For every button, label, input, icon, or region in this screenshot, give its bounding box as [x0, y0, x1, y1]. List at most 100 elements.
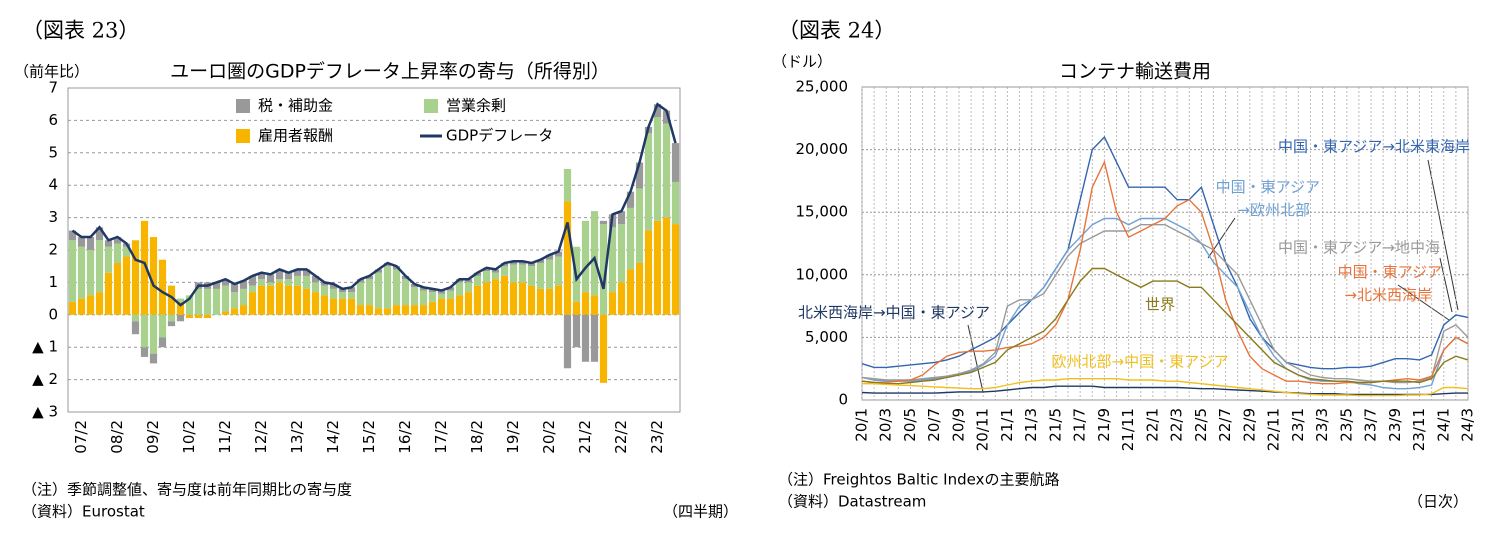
- x-tick-label: 20/3: [877, 408, 895, 442]
- series-line: [861, 135, 1469, 370]
- bar-segment: [311, 292, 320, 315]
- bar-segment: [491, 279, 500, 315]
- bar-segment: [536, 288, 545, 315]
- bar-segment: [302, 275, 311, 289]
- bar-segment: [653, 117, 662, 221]
- bar-segment: [68, 240, 77, 302]
- bar-segment: [284, 272, 293, 280]
- legend-label: 税・補助金: [258, 97, 333, 115]
- bar-segment: [284, 285, 293, 315]
- bar-segment: [365, 275, 374, 280]
- bar-segment: [158, 314, 167, 338]
- bar-segment: [176, 298, 185, 302]
- bar-segment: [113, 237, 122, 244]
- bar-segment: [104, 272, 113, 315]
- series-line: [71, 102, 677, 307]
- figure-label: （図表 23）: [22, 19, 139, 43]
- bar-segment: [554, 251, 563, 257]
- x-tick-label: 23/11: [1410, 408, 1428, 451]
- annotation-arrows: [967, 159, 1459, 393]
- x-tick-label: 22/9: [1240, 408, 1258, 442]
- bar-segment: [527, 285, 536, 315]
- bar-segment: [374, 308, 383, 315]
- figure-label: （図表 24）: [778, 19, 895, 43]
- bar-segment: [527, 262, 536, 267]
- bar-segment: [410, 287, 419, 306]
- bar-segment: [446, 290, 455, 299]
- bar-segment: [122, 246, 131, 257]
- legend-label: 雇用者報酬: [258, 127, 333, 145]
- bar-segment: [482, 271, 491, 283]
- bar-segment: [86, 250, 95, 296]
- chart-title: ユーロ圏のGDPデフレータ上昇率の寄与（所得別）: [170, 61, 610, 83]
- bar-segment: [626, 207, 635, 270]
- bar-segment: [320, 282, 329, 286]
- y-tick-label: ▲ 1: [32, 338, 58, 356]
- bar-segment: [491, 272, 500, 280]
- bar-segment: [374, 272, 383, 309]
- y-tick-label: 0: [48, 305, 58, 323]
- x-tick-label: 23/1: [1289, 408, 1307, 442]
- bar-segment: [113, 243, 122, 263]
- bar-segment: [338, 292, 347, 299]
- bar-segment: [167, 321, 176, 327]
- bar-segment: [599, 314, 608, 383]
- bar-segment: [68, 230, 77, 241]
- bar-segment: [104, 246, 113, 273]
- bar-segment: [608, 292, 617, 315]
- bar-segment: [482, 267, 491, 272]
- bar-segment: [599, 224, 608, 315]
- x-tick-label: 23/2: [648, 420, 666, 454]
- bar-segment: [446, 298, 455, 315]
- bar-segment: [401, 305, 410, 315]
- x-tick-label: 20/1: [853, 408, 871, 442]
- bar-segment: [365, 305, 374, 315]
- bar-segment: [563, 314, 572, 369]
- x-tick-label: 22/1: [1143, 408, 1161, 442]
- bar-segment: [239, 305, 248, 315]
- bar-segment: [347, 287, 356, 293]
- bar-segment: [509, 264, 518, 283]
- bar-segment: [383, 308, 392, 315]
- bar-segment: [68, 301, 77, 315]
- bar-segment: [365, 279, 374, 306]
- x-tick-label: 20/9: [949, 408, 967, 442]
- bar-segment: [527, 266, 536, 286]
- bar-segment: [635, 162, 644, 189]
- bar-segment: [266, 274, 275, 283]
- bar-segment: [158, 259, 167, 315]
- y-tick-label: ▲ 2: [32, 370, 58, 388]
- bar-segment: [239, 280, 248, 289]
- bar-segment: [464, 279, 473, 283]
- legend-label: 営業余剰: [446, 97, 506, 115]
- bar-segment: [581, 292, 590, 315]
- bar-segment: [374, 269, 383, 273]
- x-tick-label: 21/9: [1095, 408, 1113, 442]
- bar-segment: [356, 305, 365, 315]
- bar-segment: [131, 240, 140, 315]
- bar-segment: [500, 262, 509, 267]
- bar-segment: [419, 305, 428, 315]
- x-tick-label: 21/7: [1071, 408, 1089, 442]
- bar-segment: [158, 337, 167, 348]
- x-tick-label: 19/2: [504, 420, 522, 454]
- source: （資料）Datastream: [778, 493, 926, 511]
- x-tick-label: 14/2: [324, 420, 342, 454]
- bar-segment: [617, 282, 626, 315]
- bar-segment: [509, 282, 518, 315]
- bar-segment: [473, 272, 482, 276]
- bar-segment: [302, 288, 311, 315]
- y-tick-label: 1: [48, 273, 58, 291]
- bar-segment: [545, 288, 554, 315]
- x-tick-label: 12/2: [252, 420, 270, 454]
- bar-segment: [257, 285, 266, 315]
- x-tick-label: 20/5: [901, 408, 919, 442]
- bar-segment: [275, 269, 284, 280]
- bar-segment: [518, 264, 527, 283]
- bar-segment: [86, 237, 95, 250]
- series-line: [861, 267, 1469, 385]
- bar-segment: [347, 292, 356, 299]
- x-tick-label: 07/2: [72, 420, 90, 454]
- bar-segment: [203, 314, 212, 319]
